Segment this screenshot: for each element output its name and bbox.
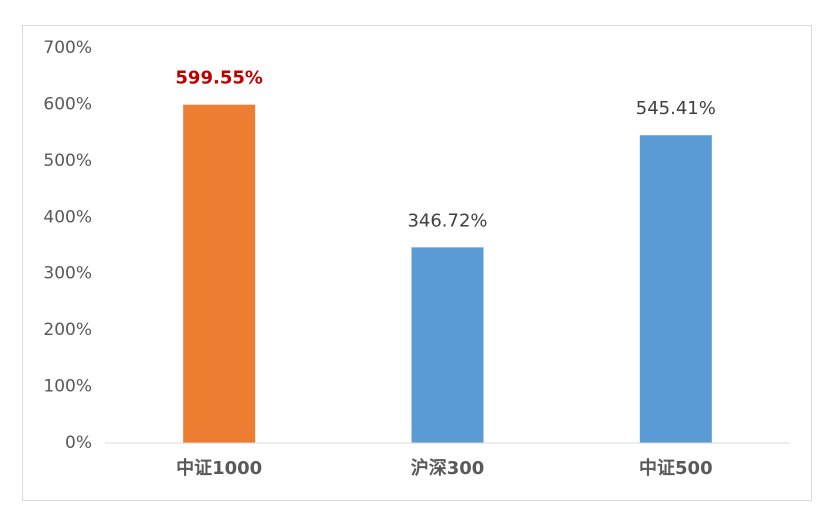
y-tick-label: 500%: [43, 151, 92, 171]
value-label: 599.55%: [175, 68, 263, 89]
category-label: 沪深300: [411, 457, 485, 479]
value-label: 545.41%: [636, 98, 716, 119]
y-tick-label: 700%: [43, 38, 92, 58]
category-label: 中证1000: [176, 457, 262, 479]
y-tick-label: 100%: [43, 377, 92, 397]
value-label: 346.72%: [407, 210, 487, 231]
y-tick-label: 600%: [43, 94, 92, 114]
y-tick-label: 200%: [43, 320, 92, 340]
bar: [183, 104, 256, 444]
bar: [411, 247, 484, 443]
bar: [639, 135, 712, 444]
y-tick-label: 0%: [65, 433, 92, 453]
y-tick-label: 300%: [43, 264, 92, 284]
category-label: 中证500: [639, 457, 713, 479]
y-tick-label: 400%: [43, 207, 92, 227]
